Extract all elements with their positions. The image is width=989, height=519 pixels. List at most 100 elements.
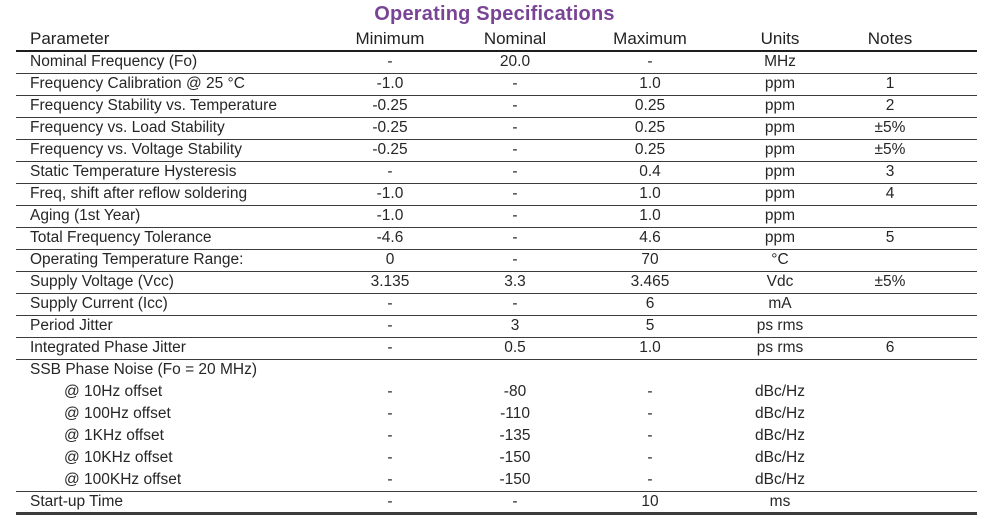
filler-cell <box>940 337 977 359</box>
minimum-cell: - <box>387 427 393 444</box>
units-cell: dBc/Hz <box>755 470 805 488</box>
filler-cell <box>940 73 977 95</box>
filler-cell <box>940 359 977 381</box>
maximum-cell: 0.4 <box>639 163 661 180</box>
maximum-cell: 0.25 <box>634 141 666 158</box>
nominal-cell: - <box>512 163 518 180</box>
notes-cell <box>840 491 940 513</box>
parameter-cell: Aging (1st Year) <box>30 207 141 224</box>
maximum-cell: - <box>647 383 653 400</box>
units-cell: ms <box>769 492 791 510</box>
filler-cell <box>940 249 977 271</box>
notes-cell <box>840 425 940 447</box>
parameter-cell: Frequency Stability vs. Temperature <box>30 97 277 114</box>
nominal-cell: -110 <box>500 405 530 422</box>
table-row: Total Frequency Tolerance -4.6 - 4.6 ppm… <box>16 227 977 249</box>
minimum-cell: - <box>387 449 393 466</box>
table-row: Start-up Time - - 10 ms <box>16 491 977 513</box>
units-cell: mA <box>768 295 792 312</box>
table-row: @ 1KHz offset - -135 - dBc/Hz <box>16 425 977 447</box>
filler-cell <box>940 381 977 403</box>
table-row: Frequency vs. Voltage Stability -0.25 - … <box>16 139 977 161</box>
nominal-cell: - <box>512 141 518 158</box>
notes-cell <box>840 381 940 403</box>
maximum-cell: - <box>647 449 653 466</box>
nominal-cell: - <box>512 251 518 268</box>
parameter-cell: @ 100KHz offset <box>64 470 182 488</box>
maximum-cell: - <box>647 427 653 444</box>
filler-cell <box>940 117 977 139</box>
parameter-cell: Operating Temperature Range: <box>30 251 244 268</box>
filler-cell <box>940 227 977 249</box>
notes-cell <box>840 51 940 73</box>
minimum-cell: - <box>387 339 393 356</box>
units-cell <box>720 359 840 381</box>
nominal-cell: -135 <box>499 427 531 444</box>
table-row: Aging (1st Year) -1.0 - 1.0 ppm <box>16 205 977 227</box>
minimum-cell: - <box>387 405 393 422</box>
nominal-cell: - <box>512 97 518 114</box>
minimum-cell: -1.0 <box>376 185 404 202</box>
notes-cell: 3 <box>885 163 895 180</box>
parameter-cell: Freq, shift after reflow soldering <box>30 185 248 202</box>
table-row: @ 100KHz offset - -150 - dBc/Hz <box>16 469 977 491</box>
parameter-cell: @ 10KHz offset <box>64 449 173 466</box>
maximum-cell: 1.0 <box>639 207 661 224</box>
notes-cell <box>840 469 940 491</box>
units-cell: MHz <box>764 53 796 71</box>
notes-cell: 1 <box>885 75 895 92</box>
page-title: Operating Specifications <box>374 3 615 25</box>
parameter-cell: @ 100Hz offset <box>64 405 171 422</box>
table-header: Parameter Minimum Nominal Maximum Units … <box>16 28 977 51</box>
units-cell: ppm <box>764 163 796 180</box>
filler-cell <box>940 425 977 447</box>
notes-cell <box>840 205 940 227</box>
maximum-cell: 1.0 <box>639 185 661 202</box>
header-notes: Notes <box>867 29 913 48</box>
nominal-cell: - <box>512 229 518 246</box>
minimum-cell: - <box>387 163 393 180</box>
header-nominal: Nominal <box>483 29 547 48</box>
filler-cell <box>940 491 977 513</box>
filler-cell <box>940 95 977 117</box>
nominal-cell: 0.5 <box>504 339 526 356</box>
nominal-cell: 20.0 <box>499 53 531 71</box>
spec-table-body: Nominal Frequency (Fo) - 20.0 - MHz Freq… <box>16 51 977 513</box>
maximum-cell: 3.465 <box>630 273 670 290</box>
parameter-cell: Frequency vs. Load Stability <box>30 119 225 136</box>
filler-cell <box>940 183 977 205</box>
filler-cell <box>940 161 977 183</box>
maximum-cell: 0.25 <box>634 119 666 136</box>
minimum-cell: - <box>387 470 393 488</box>
header-parameter: Parameter <box>30 29 110 48</box>
table-row: Operating Temperature Range: 0 - 70 °C <box>16 249 977 271</box>
units-cell: ppm <box>764 207 796 224</box>
minimum-cell <box>330 359 450 381</box>
minimum-cell: -0.25 <box>372 141 408 158</box>
filler-cell <box>940 469 977 491</box>
units-cell: dBc/Hz <box>755 405 805 422</box>
table-row: Frequency Stability vs. Temperature -0.2… <box>16 95 977 117</box>
header-row: Parameter Minimum Nominal Maximum Units … <box>16 28 977 51</box>
parameter-cell: Supply Current (Icc) <box>30 295 168 312</box>
units-cell: ps rms <box>756 339 804 356</box>
header-maximum: Maximum <box>613 29 687 48</box>
maximum-cell <box>580 359 720 381</box>
table-row: Frequency vs. Load Stability -0.25 - 0.2… <box>16 117 977 139</box>
nominal-cell <box>450 359 580 381</box>
notes-cell: ±5% <box>874 119 906 136</box>
nominal-cell: - <box>512 75 518 92</box>
minimum-cell: - <box>387 492 393 510</box>
nominal-cell: - <box>512 207 518 224</box>
header-units: Units <box>760 29 800 48</box>
notes-cell <box>840 249 940 271</box>
table-row: Static Temperature Hysteresis - - 0.4 pp… <box>16 161 977 183</box>
units-cell: dBc/Hz <box>755 449 805 466</box>
filler-cell <box>940 403 977 425</box>
units-cell: dBc/Hz <box>755 383 805 400</box>
nominal-cell: 3 <box>510 317 520 334</box>
units-cell: ps rms <box>756 317 804 334</box>
parameter-cell: Total Frequency Tolerance <box>30 229 212 246</box>
parameter-cell: Frequency vs. Voltage Stability <box>30 141 242 158</box>
